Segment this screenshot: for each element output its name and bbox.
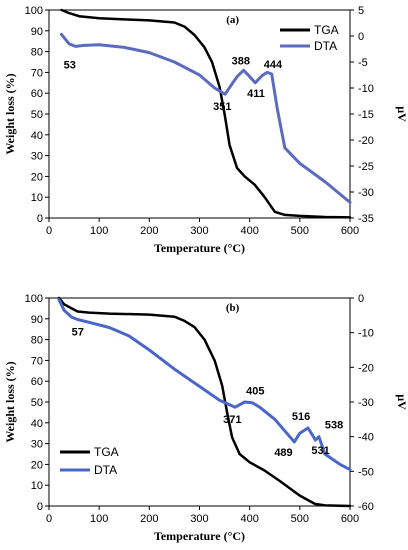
- peak-annotation: 57: [72, 326, 84, 338]
- x-tick-label: 100: [90, 513, 108, 525]
- y2-tick-label: -10: [358, 83, 374, 95]
- x-tick-label: 0: [46, 225, 52, 237]
- y-tick-label: 80: [31, 335, 43, 347]
- series-line-tga: [60, 8, 352, 219]
- y2-tick-label: -10: [358, 328, 374, 340]
- x-tick-label: 100: [90, 225, 108, 237]
- y-tick-label: 70: [31, 67, 43, 79]
- legend-label-tga: TGA: [94, 445, 119, 459]
- peak-annotation: 53: [64, 59, 76, 71]
- x-tick-label: 300: [190, 225, 208, 237]
- panel-label: (b): [226, 302, 240, 314]
- y-tick-label: 60: [31, 376, 43, 388]
- y2-tick-label: -15: [358, 109, 374, 121]
- x-tick-label: 200: [140, 513, 158, 525]
- x-tick-label: 500: [291, 513, 309, 525]
- x-axis-title: Temperature (°C): [154, 241, 245, 255]
- peak-annotation: 538: [325, 420, 343, 432]
- series-line-tga: [57, 296, 352, 508]
- y-tick-label: 100: [25, 5, 43, 17]
- x-tick-label: 200: [140, 225, 158, 237]
- y2-axis-title: µV: [395, 394, 408, 410]
- y2-tick-label: -40: [358, 432, 374, 444]
- x-axis-title: Temperature (°C): [154, 529, 245, 543]
- panel-b: 0 100 200 300 400 500 600010203040506070809010…: [3, 293, 408, 543]
- y-axis-title: Weight loss (%): [3, 73, 17, 154]
- y-tick-label: 30: [31, 151, 43, 163]
- y-tick-label: 90: [31, 26, 43, 38]
- x-tick-label: 0: [46, 513, 52, 525]
- y2-tick-label: 0: [358, 293, 364, 305]
- y2-tick-label: -35: [358, 213, 374, 225]
- series-line-dta: [60, 32, 352, 204]
- peak-annotation: 444: [264, 59, 283, 71]
- y2-tick-label: -60: [358, 501, 374, 513]
- series-line-dta: [57, 298, 352, 472]
- y-tick-label: 40: [31, 130, 43, 142]
- y-tick-label: 0: [37, 501, 43, 513]
- y-tick-label: 20: [31, 171, 43, 183]
- peak-annotation: 531: [311, 445, 329, 457]
- y-tick-label: 30: [31, 439, 43, 451]
- y-tick-label: 0: [37, 213, 43, 225]
- peak-annotation: 516: [292, 411, 310, 423]
- y2-tick-label: -25: [358, 161, 374, 173]
- y2-axis-title: µV: [395, 106, 408, 122]
- y2-tick-label: -30: [358, 187, 374, 199]
- x-tick-label: 400: [240, 225, 258, 237]
- y2-tick-label: -30: [358, 397, 374, 409]
- y2-tick-label: -20: [358, 135, 374, 147]
- y2-tick-label: -5: [358, 57, 368, 69]
- peak-annotation: 489: [274, 447, 292, 459]
- legend-label-tga: TGA: [314, 23, 339, 37]
- panel-a: 0 100 200 300 400 500 600010203040506070809010…: [3, 5, 408, 255]
- peak-annotation: 371: [223, 414, 241, 426]
- legend-label-dta: DTA: [94, 463, 117, 477]
- x-tick-label: 600: [341, 513, 359, 525]
- y-tick-label: 60: [31, 88, 43, 100]
- x-tick-label: 400: [240, 513, 258, 525]
- peak-annotation: 411: [247, 88, 265, 100]
- y-tick-label: 90: [31, 314, 43, 326]
- y2-tick-label: 5: [358, 5, 364, 17]
- peak-annotation: 405: [246, 386, 264, 398]
- legend-label-dta: DTA: [314, 39, 337, 53]
- x-tick-label: 300: [190, 513, 208, 525]
- y-tick-label: 70: [31, 355, 43, 367]
- x-tick-label: 500: [291, 225, 309, 237]
- y2-tick-label: 0: [358, 31, 364, 43]
- y2-tick-label: -50: [358, 466, 374, 478]
- y-tick-label: 10: [31, 192, 43, 204]
- y-axis-title: Weight loss (%): [3, 361, 17, 442]
- y-tick-label: 10: [31, 480, 43, 492]
- y-tick-label: 40: [31, 418, 43, 430]
- y-tick-label: 100: [25, 293, 43, 305]
- peak-annotation: 351: [213, 101, 231, 113]
- peak-annotation: 388: [232, 55, 250, 67]
- y-tick-label: 20: [31, 459, 43, 471]
- y-tick-label: 50: [31, 109, 43, 121]
- y-tick-label: 50: [31, 397, 43, 409]
- panel-label: (a): [226, 14, 239, 26]
- y-tick-label: 80: [31, 47, 43, 59]
- y2-tick-label: -20: [358, 362, 374, 374]
- x-tick-label: 600: [341, 225, 359, 237]
